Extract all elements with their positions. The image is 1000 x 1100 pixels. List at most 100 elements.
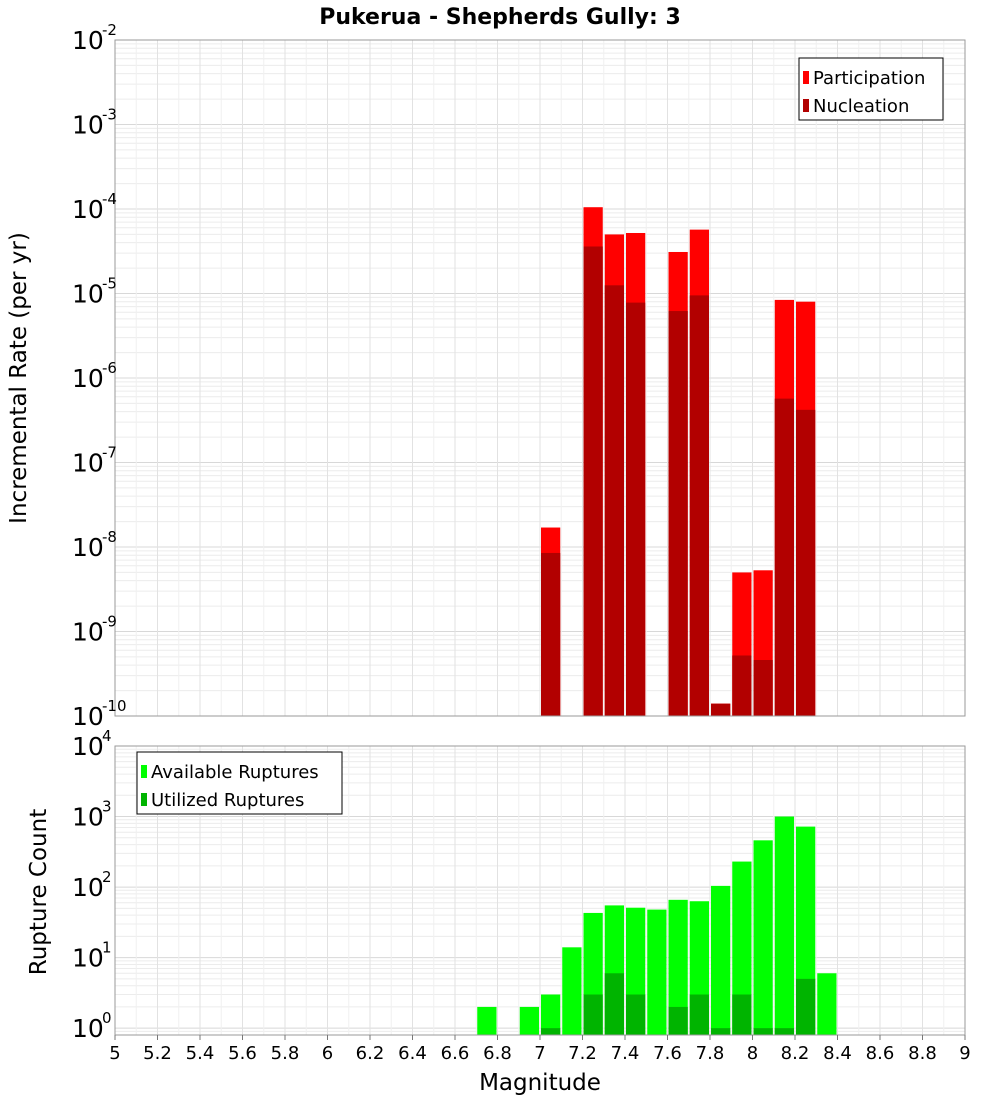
rate-y-tick-exponent: -7 xyxy=(102,444,117,462)
count-bar-available-ruptures xyxy=(519,1006,539,1035)
count-y-tick-label: 10 xyxy=(72,803,104,832)
x-tick-label: 8.8 xyxy=(908,1043,937,1064)
rate-plot-border xyxy=(114,39,966,717)
count-y-tick-label: 10 xyxy=(72,873,104,902)
rate-legend: Participation Nucleation xyxy=(798,57,944,121)
rate-bar-nucleation xyxy=(711,703,731,716)
top-y-axis-label: Incremental Rate (per yr) xyxy=(6,232,32,524)
x-axis-label: Magnitude xyxy=(479,1070,601,1096)
count-bar-available-ruptures xyxy=(753,840,773,1035)
x-tick-label: 8.6 xyxy=(866,1043,895,1064)
rate-y-tick-label: 10 xyxy=(72,195,104,224)
x-tick-label: 7 xyxy=(534,1043,545,1064)
rate-legend-swatch xyxy=(803,99,809,112)
count-y-tick-label: 10 xyxy=(72,1014,104,1043)
count-bar-available-ruptures xyxy=(668,899,688,1035)
rate-y-tick-label: 10 xyxy=(72,26,104,55)
count-bar-utilized-ruptures xyxy=(668,1006,688,1035)
count-bar-available-ruptures xyxy=(647,909,667,1035)
count-legend-label: Utilized Ruptures xyxy=(151,790,304,811)
rate-legend-box xyxy=(798,57,944,121)
rate-legend-swatch xyxy=(803,71,809,84)
rate-y-tick-exponent: -6 xyxy=(102,359,117,377)
x-tick-label: 5.6 xyxy=(228,1043,257,1064)
x-tick-label: 6.8 xyxy=(483,1043,512,1064)
rate-bar-nucleation xyxy=(604,285,624,716)
x-tick-label: 5.8 xyxy=(271,1043,300,1064)
count-bar-utilized-ruptures xyxy=(732,994,752,1035)
x-tick-label: 8.2 xyxy=(781,1043,810,1064)
rate-y-tick-exponent: -8 xyxy=(102,528,117,546)
x-tick-label: 5 xyxy=(109,1043,120,1064)
count-bar-available-ruptures xyxy=(817,973,837,1035)
x-tick-label: 6.2 xyxy=(356,1043,385,1064)
count-bar-available-ruptures xyxy=(732,861,752,1035)
count-bar-utilized-ruptures xyxy=(796,978,816,1035)
x-tick-label: 5.2 xyxy=(143,1043,172,1064)
rate-bar-nucleation xyxy=(668,311,688,716)
rate-y-tick-exponent: -5 xyxy=(102,275,117,293)
rate-y-tick-exponent: -3 xyxy=(102,106,117,124)
rate-y-tick-label: 10 xyxy=(72,449,104,478)
count-bar-available-ruptures xyxy=(541,994,561,1035)
count-y-tick-label: 10 xyxy=(72,944,104,973)
count-bar-available-ruptures xyxy=(711,885,731,1035)
rate-legend-label: Nucleation xyxy=(813,96,909,117)
x-tick-label: 9 xyxy=(959,1043,970,1064)
rate-y-tick-exponent: -4 xyxy=(102,190,117,208)
count-bar-available-ruptures xyxy=(562,947,582,1035)
count-legend-swatch xyxy=(141,793,147,806)
x-tick-label: 8.4 xyxy=(823,1043,852,1064)
rate-legend-label: Participation xyxy=(813,68,925,89)
count-y-tick-exponent: 0 xyxy=(102,1009,112,1027)
rate-bar-nucleation xyxy=(541,552,561,716)
rate-y-tick-label: 10 xyxy=(72,618,104,647)
count-legend-box xyxy=(136,751,343,815)
x-tick-label: 7.4 xyxy=(611,1043,640,1064)
count-y-tick-exponent: 2 xyxy=(102,868,112,886)
count-y-tick-exponent: 3 xyxy=(102,798,112,816)
x-tick-label: 6.4 xyxy=(398,1043,427,1064)
rate-y-tick-label: 10 xyxy=(72,702,104,731)
count-bar-utilized-ruptures xyxy=(583,994,603,1035)
count-bar-utilized-ruptures xyxy=(541,1028,561,1035)
rate-bar-nucleation xyxy=(732,655,752,716)
rate-bar-nucleation xyxy=(689,295,709,716)
rate-y-tick-label: 10 xyxy=(72,111,104,140)
count-bar-utilized-ruptures xyxy=(689,994,709,1035)
rate-y-tick-label: 10 xyxy=(72,533,104,562)
count-legend-swatch xyxy=(141,765,147,778)
x-tick-label: 7.2 xyxy=(568,1043,597,1064)
chart-title: Pukerua - Shepherds Gully: 3 xyxy=(319,5,681,30)
bottom-y-axis-label: Rupture Count xyxy=(26,809,52,975)
x-tick-label: 6 xyxy=(322,1043,333,1064)
rate-bar-nucleation xyxy=(753,659,773,716)
x-tick-label: 7.8 xyxy=(696,1043,725,1064)
count-bar-utilized-ruptures xyxy=(774,1028,794,1035)
count-bar-utilized-ruptures xyxy=(753,1028,773,1035)
rate-bar-nucleation xyxy=(626,302,646,716)
x-tick-label: 5.4 xyxy=(186,1043,215,1064)
rate-y-tick-exponent: -9 xyxy=(102,613,117,631)
rate-y-tick-label: 10 xyxy=(72,280,104,309)
rate-y-tick-exponent: -2 xyxy=(102,21,117,39)
rate-bar-nucleation xyxy=(583,246,603,716)
count-bar-utilized-ruptures xyxy=(711,1028,731,1035)
rate-plot: 10-1010-910-810-710-610-510-410-310-2Par… xyxy=(72,21,966,731)
rate-bar-nucleation xyxy=(796,409,816,716)
count-legend: Available Ruptures Utilized Ruptures xyxy=(136,751,343,815)
count-y-tick-label: 10 xyxy=(72,732,104,761)
count-y-tick-exponent: 1 xyxy=(102,939,112,957)
x-tick-label: 8 xyxy=(747,1043,758,1064)
count-y-tick-exponent: 4 xyxy=(102,727,112,745)
count-legend-label: Available Ruptures xyxy=(151,762,319,783)
count-bar-available-ruptures xyxy=(477,1006,497,1035)
x-tick-label: 7.6 xyxy=(653,1043,682,1064)
rate-y-tick-label: 10 xyxy=(72,364,104,393)
x-tick-label: 6.6 xyxy=(441,1043,470,1064)
count-bar-utilized-ruptures xyxy=(604,973,624,1035)
count-bar-available-ruptures xyxy=(774,816,794,1035)
rate-y-tick-exponent: -10 xyxy=(102,697,127,715)
